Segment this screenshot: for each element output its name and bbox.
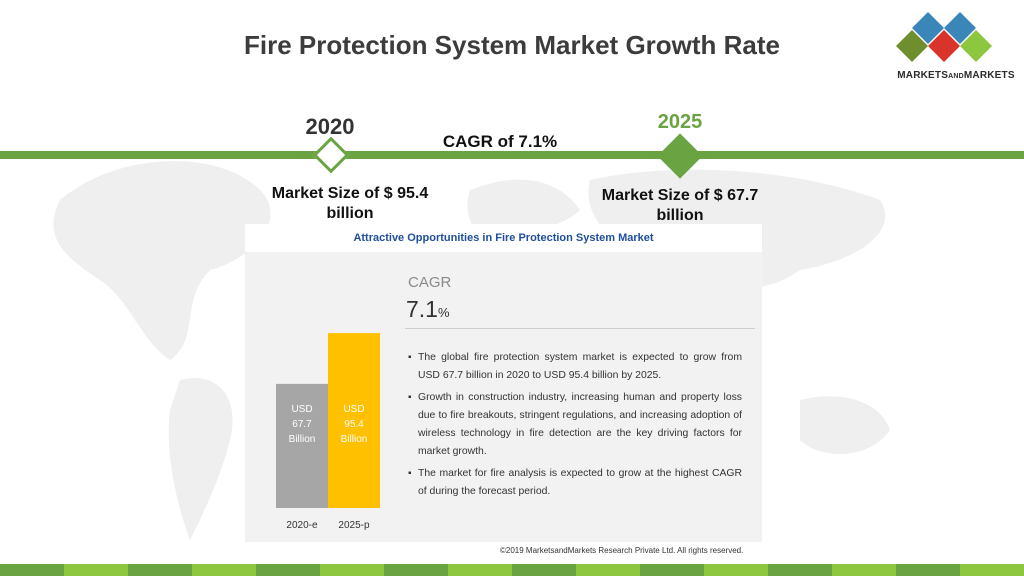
bar-value-label: Billion [289,434,316,445]
footer-stripe [320,564,384,576]
market-size-2025: Market Size of $ 67.7 billion [601,187,759,224]
footer-stripe [704,564,768,576]
footer-stripe [192,564,256,576]
market-size-2020: Market Size of $ 95.4 billion [271,185,429,222]
bar-value-label: USD [291,404,312,415]
logo-wordmark: MARKETSANDMARKETS [897,70,1015,81]
cagr-value: 7.1% [406,296,450,323]
footer-stripe [256,564,320,576]
footer-stripe [576,564,640,576]
list-item: The global fire protection system market… [408,349,742,385]
page-title: Fire Protection System Market Growth Rat… [243,30,781,60]
market-size-bar-chart: USD 67.7 Billion 2020-e USD 95.4 Billion 2025-p [276,333,380,531]
footer-stripe [128,564,192,576]
footer-stripe [960,564,1024,576]
cagr-unit: % [437,305,450,320]
timeline-end-year: 2025 [657,111,703,133]
markets-and-markets-logo-icon [896,12,992,62]
bar-2025-p [328,333,380,508]
cagr-divider [405,328,755,329]
timeline-start-year: 2020 [305,114,355,139]
cagr-heading: CAGR [408,274,452,291]
footer-stripe [0,564,64,576]
footer-stripe [640,564,704,576]
footer-stripes [0,564,1024,576]
x-tick-label: 2025-p [338,520,370,531]
footer-stripe [384,564,448,576]
list-item: Growth in construction industry, increas… [408,389,742,461]
list-item: The market for fire analysis is expected… [408,465,742,501]
cagr-number: 7.1 [406,296,438,322]
bar-value-label: 95.4 [344,419,364,430]
footer-stripe [768,564,832,576]
bar-value-label: Billion [341,434,368,445]
copyright-notice: ©2019 MarketsandMarkets Research Private… [500,546,744,555]
bar-value-label: USD [343,404,364,415]
bar-2020-e [276,383,328,508]
bar-value-label: 67.7 [292,419,312,430]
footer-stripe [64,564,128,576]
timeline-cagr-label: CAGR of 7.1% [442,132,558,151]
footer-stripe [448,564,512,576]
timeline-bar [0,151,1024,159]
footer-stripe [896,564,960,576]
footer-stripe [512,564,576,576]
panel-heading: Attractive Opportunities in Fire Protect… [245,224,762,252]
footer-stripe [832,564,896,576]
key-points-list: The global fire protection system market… [408,349,742,505]
x-tick-label: 2020-e [286,520,318,531]
